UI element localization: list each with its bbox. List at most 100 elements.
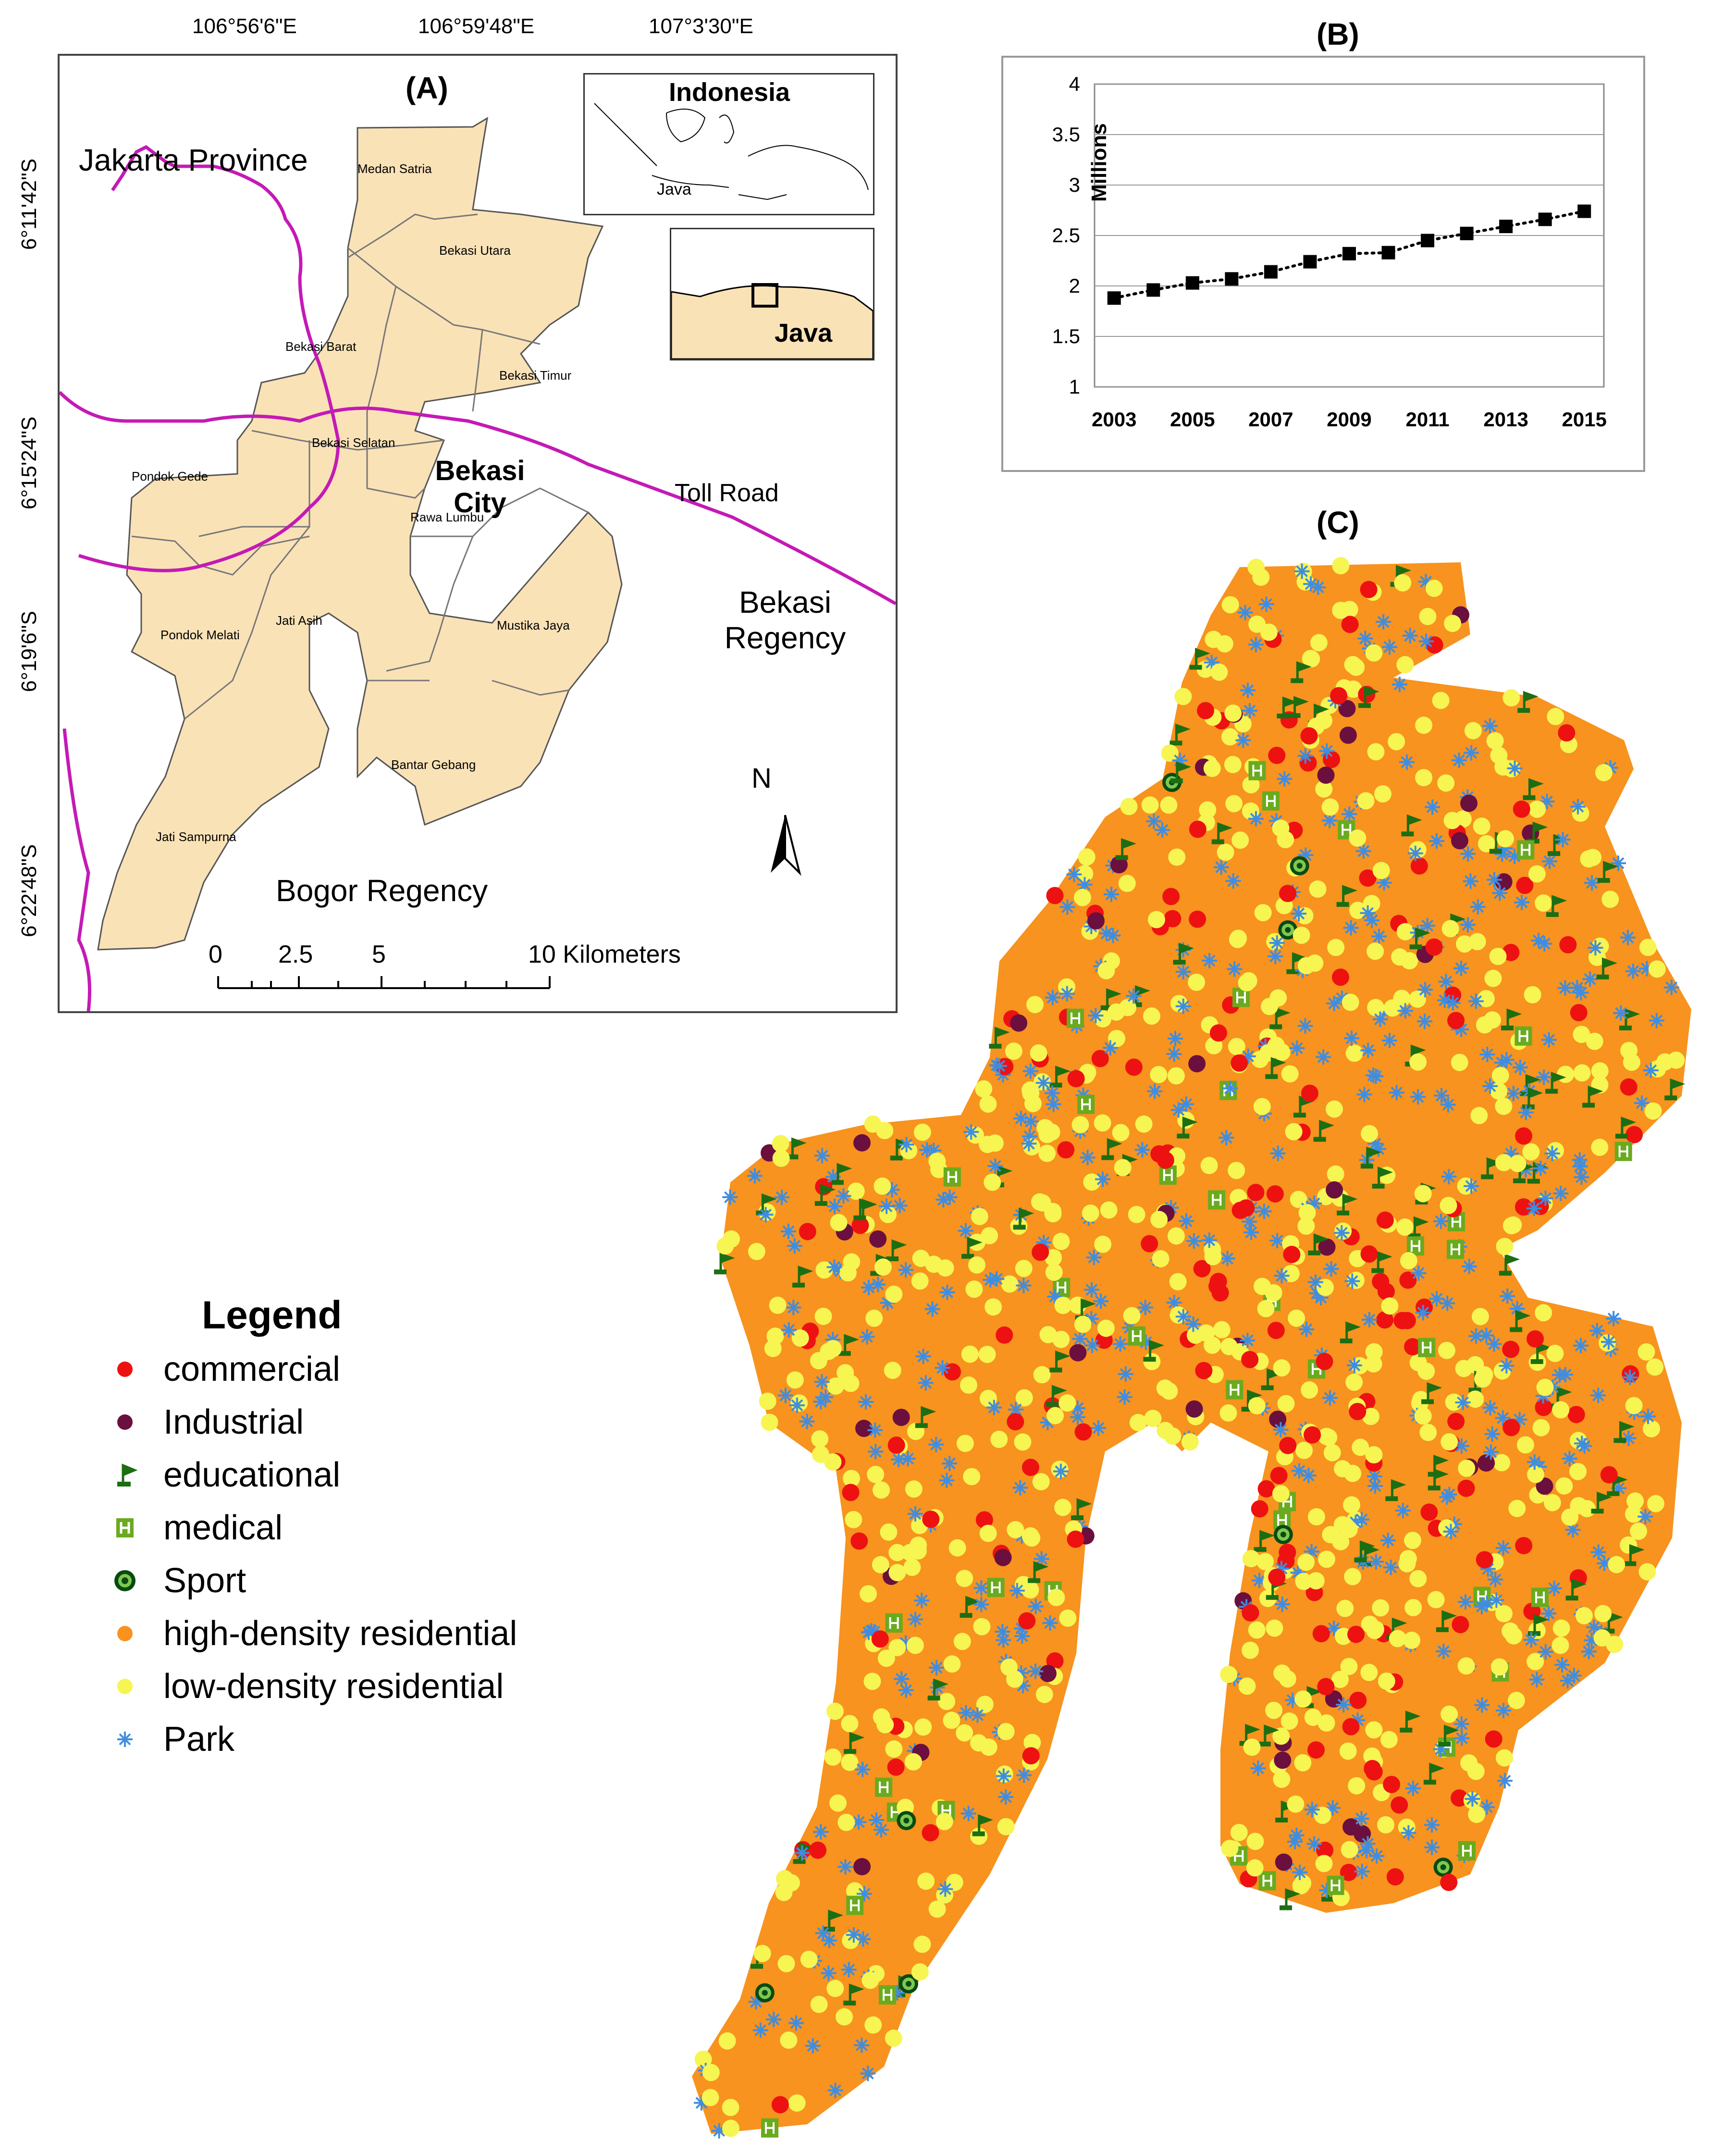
park-point — [1507, 848, 1523, 864]
educational-point — [1275, 1007, 1291, 1027]
educational-point — [1588, 1086, 1603, 1105]
legend-items: commercial Industrial educational medical Sp… — [101, 1343, 517, 1766]
landuse-point — [1238, 1677, 1256, 1695]
park-point — [1494, 846, 1510, 862]
landuse-point — [1340, 1658, 1358, 1675]
landuse-point — [837, 1813, 855, 1831]
park-point — [996, 1632, 1011, 1648]
park-point — [869, 1812, 884, 1828]
park-point — [1008, 1401, 1024, 1417]
landuse-point — [863, 1673, 881, 1690]
park-point — [1137, 1300, 1153, 1315]
landuse-point — [1167, 1227, 1185, 1245]
landuse-point — [1378, 1673, 1395, 1690]
landuse-point — [1495, 1097, 1513, 1115]
park-point — [1070, 1400, 1086, 1416]
park-point — [786, 1300, 801, 1315]
landuse-point — [814, 1307, 832, 1325]
park-point — [879, 1198, 895, 1214]
inset-indonesia: Indonesia Java — [583, 73, 874, 215]
educational-point-base — [1354, 1557, 1367, 1562]
landuse-point — [1152, 1250, 1169, 1268]
landuse-point — [1535, 1304, 1552, 1322]
park-point — [1355, 843, 1371, 859]
landuse-point — [799, 1223, 816, 1240]
landuse-point — [1494, 758, 1512, 776]
landuse-point — [1046, 1407, 1064, 1425]
landuse-point — [1644, 1102, 1662, 1120]
landuse-point — [827, 1377, 845, 1395]
landuse-point — [872, 1556, 889, 1574]
landuse-point — [1211, 1284, 1229, 1302]
park-point — [1040, 1414, 1056, 1430]
landuse-point — [876, 1122, 894, 1140]
landuse-point — [1307, 1508, 1325, 1525]
educational-point-base — [838, 1351, 851, 1356]
park-point — [1512, 1059, 1528, 1075]
park-point — [1186, 1233, 1202, 1249]
landuse-point — [1294, 1690, 1312, 1708]
educational-point-base — [1372, 1184, 1385, 1189]
park-point — [1301, 1468, 1317, 1484]
park-point — [1251, 1573, 1267, 1588]
educational-point — [1378, 1166, 1393, 1186]
educational-point-base — [1602, 1628, 1615, 1634]
park-point — [1573, 1338, 1588, 1353]
park-point — [788, 2015, 804, 2031]
landuse-point — [903, 1559, 921, 1576]
landuse-point — [1257, 1300, 1275, 1317]
data-point — [1538, 212, 1552, 226]
park-point — [1566, 1668, 1582, 1684]
park-point — [1588, 940, 1603, 956]
educational-point — [1621, 1116, 1637, 1136]
landuse-point — [1242, 1604, 1259, 1622]
educational-point-base — [1436, 1627, 1449, 1632]
landuse-point — [1535, 894, 1552, 912]
medical-point-h — [947, 1171, 957, 1183]
park-point — [1417, 982, 1433, 998]
landuse-point — [1295, 1441, 1313, 1459]
landuse-point — [1059, 1394, 1076, 1412]
landuse-point — [824, 1339, 842, 1357]
park-point — [939, 1473, 955, 1488]
landuse-point — [1314, 1807, 1331, 1824]
district-label: Jati Sampurna — [156, 830, 236, 844]
landuse-point — [1174, 688, 1192, 706]
park-point — [1334, 991, 1350, 1006]
landuse-point — [1246, 1833, 1264, 1850]
landuse-point — [1535, 1399, 1552, 1416]
landuse-point — [1210, 663, 1228, 681]
medical-point-h — [850, 1899, 860, 1911]
landuse-point — [1022, 1581, 1039, 1598]
landuse-point — [1007, 1413, 1024, 1431]
educational-point-base — [1582, 1103, 1595, 1108]
park-point — [794, 1845, 810, 1861]
landuse-point — [1315, 712, 1333, 730]
landuse-point — [1570, 1004, 1588, 1022]
medical-point-h — [1266, 795, 1276, 807]
park-point — [1639, 961, 1655, 977]
landuse-point — [1595, 764, 1613, 781]
landuse-point — [1242, 802, 1259, 820]
park-point — [1012, 1480, 1028, 1496]
educational-point-base — [1438, 1742, 1451, 1747]
park-point — [1574, 1169, 1589, 1185]
park-point — [1297, 748, 1313, 764]
park-point — [1322, 813, 1338, 829]
landuse-point — [1323, 1444, 1341, 1462]
park-point — [1463, 745, 1479, 761]
landuse-point — [1268, 1568, 1286, 1586]
landuse-point — [1388, 733, 1405, 751]
landuse-point — [1219, 1404, 1237, 1422]
landuse-point — [851, 1216, 869, 1234]
medical-point-h — [1410, 1240, 1420, 1252]
landuse-point — [980, 1738, 997, 1756]
park-point — [1541, 854, 1557, 869]
educational-point — [1264, 1724, 1280, 1744]
landuse-point — [1300, 727, 1318, 745]
landuse-point — [1129, 1413, 1147, 1431]
landuse-point — [1555, 1477, 1573, 1495]
legend-item-educational: educational — [101, 1449, 517, 1501]
park-point — [766, 2011, 782, 2027]
educational-point — [1195, 647, 1210, 667]
